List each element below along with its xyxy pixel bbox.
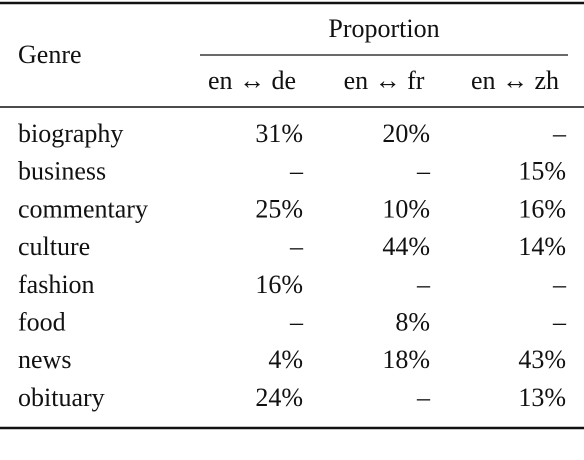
genre-cell: culture <box>18 232 90 261</box>
proportion-cell: 15% <box>518 157 566 186</box>
genre-cell: food <box>18 307 66 336</box>
genre-cell: fashion <box>18 270 95 299</box>
genre-cell: biography <box>18 119 123 148</box>
proportion-cell: – <box>289 307 304 336</box>
genre-cell: news <box>18 345 71 374</box>
proportion-cell: – <box>289 232 304 261</box>
proportion-cell: 25% <box>255 194 303 223</box>
genre-header: Genre <box>18 40 82 69</box>
proportion-cell: – <box>416 383 431 412</box>
proportion-cell: 4% <box>268 345 303 374</box>
proportion-cell: – <box>552 270 567 299</box>
genre-cell: obituary <box>18 383 105 412</box>
proportion-cell: 16% <box>518 194 566 223</box>
proportion-cell: 44% <box>382 232 430 261</box>
proportion-cell: 13% <box>518 383 566 412</box>
proportion-cell: 20% <box>382 119 430 148</box>
column-header: en ↔ de <box>208 66 296 95</box>
proportion-cell: 43% <box>518 345 566 374</box>
proportion-cell: 16% <box>255 270 303 299</box>
proportion-cell: – <box>416 270 431 299</box>
proportion-cell: 10% <box>382 194 430 223</box>
proportion-cell: – <box>552 307 567 336</box>
genre-cell: commentary <box>18 194 148 223</box>
group-header: Proportion <box>328 14 439 43</box>
genre-cell: business <box>18 157 106 186</box>
column-header: en ↔ fr <box>344 66 425 95</box>
proportion-cell: – <box>416 157 431 186</box>
proportion-cell: 18% <box>382 345 430 374</box>
proportion-cell: 8% <box>395 307 430 336</box>
proportion-cell: 24% <box>255 383 303 412</box>
proportion-cell: 14% <box>518 232 566 261</box>
column-header: en ↔ zh <box>471 66 559 95</box>
proportion-cell: – <box>289 157 304 186</box>
proportion-cell: 31% <box>255 119 303 148</box>
proportion-cell: – <box>552 119 567 148</box>
